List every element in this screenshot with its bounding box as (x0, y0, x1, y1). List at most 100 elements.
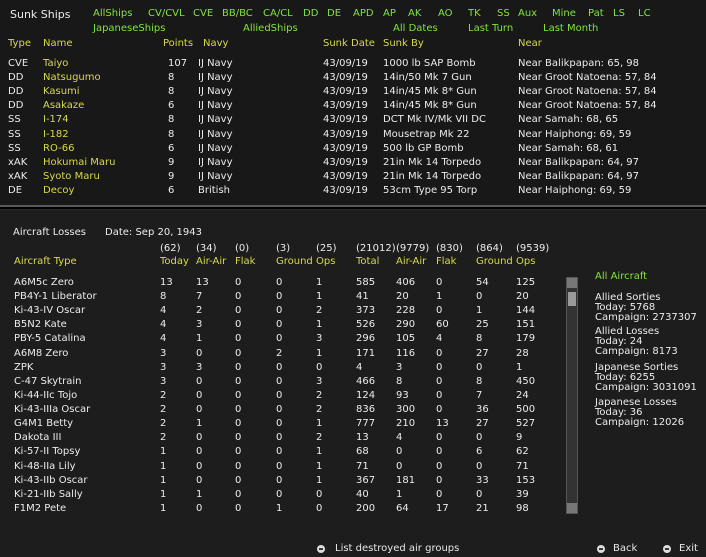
aircraft-type[interactable]: A6M8 Zero (14, 347, 69, 359)
aircraft-header-10[interactable]: Ops (516, 256, 536, 267)
aircraft-stat: 1 (316, 291, 323, 303)
all-aircraft-filter[interactable]: All Aircraft (595, 271, 648, 282)
ship-filter-6[interactable]: DE (327, 8, 342, 19)
aircraft-header-0[interactable]: Aircraft Type (14, 256, 77, 267)
aircraft-header-2[interactable]: Air-Air (196, 256, 227, 267)
ship-filter-5[interactable]: DD (303, 8, 319, 19)
aircraft-type[interactable]: Dakota III (14, 432, 62, 444)
ship-filter-3[interactable]: BB/BC (222, 8, 253, 19)
ship-filter-0[interactable]: AllShips (93, 8, 133, 19)
aircraft-stat: 33 (476, 474, 489, 486)
aircraft-header-3[interactable]: Flak (235, 256, 256, 267)
ship-filter-15[interactable]: Pat (588, 8, 604, 19)
aircraft-type[interactable]: A6M5c Zero (14, 277, 74, 288)
aircraft-header-1[interactable]: Today (160, 256, 189, 267)
ship-name[interactable]: RO-66 (43, 142, 75, 154)
ship-filter-13[interactable]: Aux (518, 8, 538, 19)
ship-name[interactable]: Natsugumo (43, 72, 101, 84)
ship-name[interactable]: I-182 (43, 128, 69, 140)
sunk-header-name[interactable]: Name (43, 38, 73, 49)
aircraft-type[interactable]: Ki-21-IIb Sally (14, 488, 83, 500)
aircraft-type[interactable]: Ki-44-IIc Tojo (14, 389, 78, 401)
aircraft-type[interactable]: Ki-57-II Topsy (14, 446, 81, 458)
ship-filter-17[interactable]: LC (638, 8, 651, 19)
ship-filter-12[interactable]: SS (497, 8, 510, 19)
aircraft-stat: 0 (196, 347, 203, 359)
ship-name[interactable]: Decoy (43, 184, 75, 196)
aircraft-header-9[interactable]: Ground (476, 256, 513, 267)
aircraft-header-4[interactable]: Ground (276, 256, 313, 267)
aircraft-stat: 0 (196, 460, 203, 472)
ship-filter-11[interactable]: TK (468, 8, 481, 19)
date-filter-1[interactable]: AlliedShips (243, 23, 298, 34)
aircraft-stat: 36 (476, 404, 489, 416)
aircraft-stat: 6 (476, 446, 483, 458)
aircraft-type[interactable]: G4M1 Betty (14, 418, 74, 430)
aircraft-scrollbar[interactable] (566, 277, 578, 514)
sunk-header-date[interactable]: Sunk Date (323, 38, 375, 49)
ship-filter-14[interactable]: Mine (552, 8, 576, 19)
aircraft-stat: 1 (316, 474, 323, 486)
aircraft-type[interactable]: Ki-48-IIa Lily (14, 460, 76, 472)
ship-filter-2[interactable]: CVE (193, 8, 214, 19)
aircraft-stat: 13 (160, 277, 173, 288)
ship-filter-7[interactable]: APD (353, 8, 374, 19)
sunk-header-type[interactable]: Type (8, 38, 31, 49)
scroll-thumb[interactable] (568, 292, 576, 306)
aircraft-type[interactable]: C-47 Skytrain (14, 375, 82, 387)
aircraft-type[interactable]: Ki-43-IV Oscar (14, 305, 86, 317)
aircraft-header-8[interactable]: Flak (436, 256, 457, 267)
ship-navy: IJ Navy (198, 128, 233, 140)
sunk-date: 43/09/19 (323, 100, 368, 112)
sunk-header-points[interactable]: Points (163, 38, 194, 49)
report-date: Date: Sep 20, 1943 (105, 227, 203, 238)
aircraft-header-5[interactable]: Ops (316, 256, 336, 267)
ship-name[interactable]: Hokumai Maru (43, 156, 116, 168)
aircraft-type[interactable]: B5N2 Kate (14, 319, 67, 331)
aircraft-stat: 585 (356, 277, 376, 288)
aircraft-type[interactable]: F1M2 Pete (14, 502, 67, 514)
ship-filter-10[interactable]: AO (438, 8, 453, 19)
date-filter-2[interactable]: All Dates (393, 23, 438, 34)
ship-navy: British (198, 184, 230, 196)
sunk-by: 500 lb GP Bomb (383, 142, 464, 154)
date-filter-3[interactable]: Last Turn (468, 23, 514, 34)
ship-filter-1[interactable]: CV/CVL (148, 8, 185, 19)
ship-name[interactable]: Kasumi (43, 86, 80, 98)
scroll-down-icon[interactable] (567, 503, 577, 513)
aircraft-stat: 60 (436, 319, 449, 331)
sunk-header-by[interactable]: Sunk By (383, 38, 424, 49)
ship-name[interactable]: Taiyo (43, 58, 69, 69)
sunk-header-near[interactable]: Near (518, 38, 542, 49)
ship-name[interactable]: I-174 (43, 114, 69, 126)
aircraft-header-6[interactable]: Total (356, 256, 380, 267)
aircraft-stat: 3 (160, 347, 167, 359)
ship-filter-16[interactable]: LS (613, 8, 625, 19)
total-count: (9779) (396, 243, 430, 254)
aircraft-stat: 13 (436, 418, 449, 430)
aircraft-stat: 1 (160, 488, 167, 500)
aircraft-stat: 1 (160, 446, 167, 458)
aircraft-type[interactable]: ZPK (14, 361, 34, 373)
ship-filter-9[interactable]: AK (408, 8, 422, 19)
aircraft-type[interactable]: PBY-5 Catalina (14, 333, 86, 345)
total-count: (25) (316, 243, 337, 254)
date-filter-0[interactable]: JapaneseShips (93, 23, 166, 34)
aircraft-type[interactable]: Ki-43-IIb Oscar (14, 474, 88, 486)
ship-filter-8[interactable]: AP (383, 8, 396, 19)
ship-name[interactable]: Asakaze (43, 100, 85, 112)
sunk-date: 43/09/19 (323, 170, 368, 182)
aircraft-stat: 2 (316, 404, 323, 416)
aircraft-type[interactable]: Ki-43-IIIa Oscar (14, 404, 91, 416)
ship-filter-4[interactable]: CA/CL (263, 8, 293, 19)
aircraft-type[interactable]: PB4Y-1 Liberator (14, 291, 97, 303)
ship-name[interactable]: Syoto Maru (43, 170, 100, 182)
aircraft-header-7[interactable]: Air-Air (396, 256, 427, 267)
scroll-up-icon[interactable] (567, 278, 577, 288)
aircraft-stat: 0 (235, 277, 242, 288)
aircraft-stat: 0 (276, 361, 283, 373)
sunk-by: 21in Mk 14 Torpedo (383, 170, 482, 182)
date-filter-4[interactable]: Last Month (543, 23, 599, 34)
sunk-header-navy[interactable]: Navy (203, 38, 229, 49)
aircraft-stat: 1 (316, 460, 323, 472)
